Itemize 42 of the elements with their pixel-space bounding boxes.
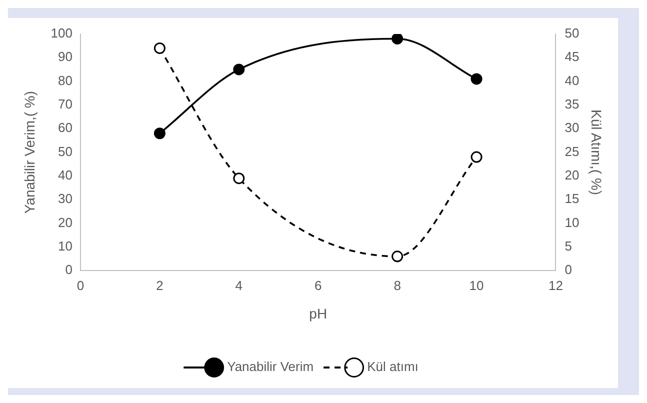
point bbox=[154, 42, 166, 54]
y2-tick-label: 25 bbox=[564, 144, 580, 159]
y-tick-label: 40 bbox=[58, 168, 72, 183]
y2-tick-label: 10 bbox=[564, 214, 580, 230]
y2-tick-label: 20 bbox=[564, 168, 580, 183]
legend-label: Kül atımı bbox=[367, 359, 418, 374]
y2-tick-label: 40 bbox=[564, 72, 580, 88]
y-tick-label: 80 bbox=[58, 72, 72, 88]
y-tick-label: 50 bbox=[58, 144, 72, 159]
y2-tick-label: 5 bbox=[564, 238, 572, 254]
x-tick-label: 4 bbox=[235, 278, 243, 293]
x-tick-label: 10 bbox=[469, 278, 484, 293]
y2-tick-label: 45 bbox=[564, 49, 580, 64]
y-tick-label: 70 bbox=[58, 96, 72, 112]
y2-tick-label: 50 bbox=[564, 26, 580, 41]
x-tick-label: 12 bbox=[548, 278, 563, 293]
y2-tick-label: 35 bbox=[564, 96, 580, 112]
point bbox=[154, 128, 166, 140]
y-tick-label: 60 bbox=[58, 120, 72, 136]
x-axis-title: pH bbox=[309, 305, 328, 322]
y2-tick-label: 15 bbox=[564, 191, 580, 206]
y2-tick-label: 30 bbox=[564, 120, 580, 136]
x-tick-label: 2 bbox=[156, 278, 164, 293]
y-tick-label: 10 bbox=[58, 238, 72, 254]
x-tick-label: 0 bbox=[76, 278, 84, 293]
y2-tick-label: 0 bbox=[564, 262, 572, 278]
point bbox=[470, 151, 482, 163]
legend-label: Yanabilir Verim bbox=[227, 359, 314, 374]
y2-axis-title: Kül Atımı,( %) bbox=[588, 110, 605, 196]
point bbox=[233, 172, 245, 184]
point bbox=[392, 250, 404, 262]
y-tick-label: 90 bbox=[58, 49, 72, 64]
point bbox=[233, 64, 245, 76]
point bbox=[470, 73, 482, 85]
x-tick-label: 6 bbox=[314, 278, 322, 293]
point bbox=[392, 34, 404, 44]
y-axis-title: Yanabilir Verim,( %) bbox=[21, 90, 38, 214]
y-tick-label: 0 bbox=[65, 262, 72, 278]
y-tick-label: 20 bbox=[58, 214, 72, 230]
y-tick-label: 30 bbox=[58, 191, 72, 206]
x-tick-label: 8 bbox=[394, 278, 401, 293]
y-tick-label: 100 bbox=[50, 26, 72, 41]
